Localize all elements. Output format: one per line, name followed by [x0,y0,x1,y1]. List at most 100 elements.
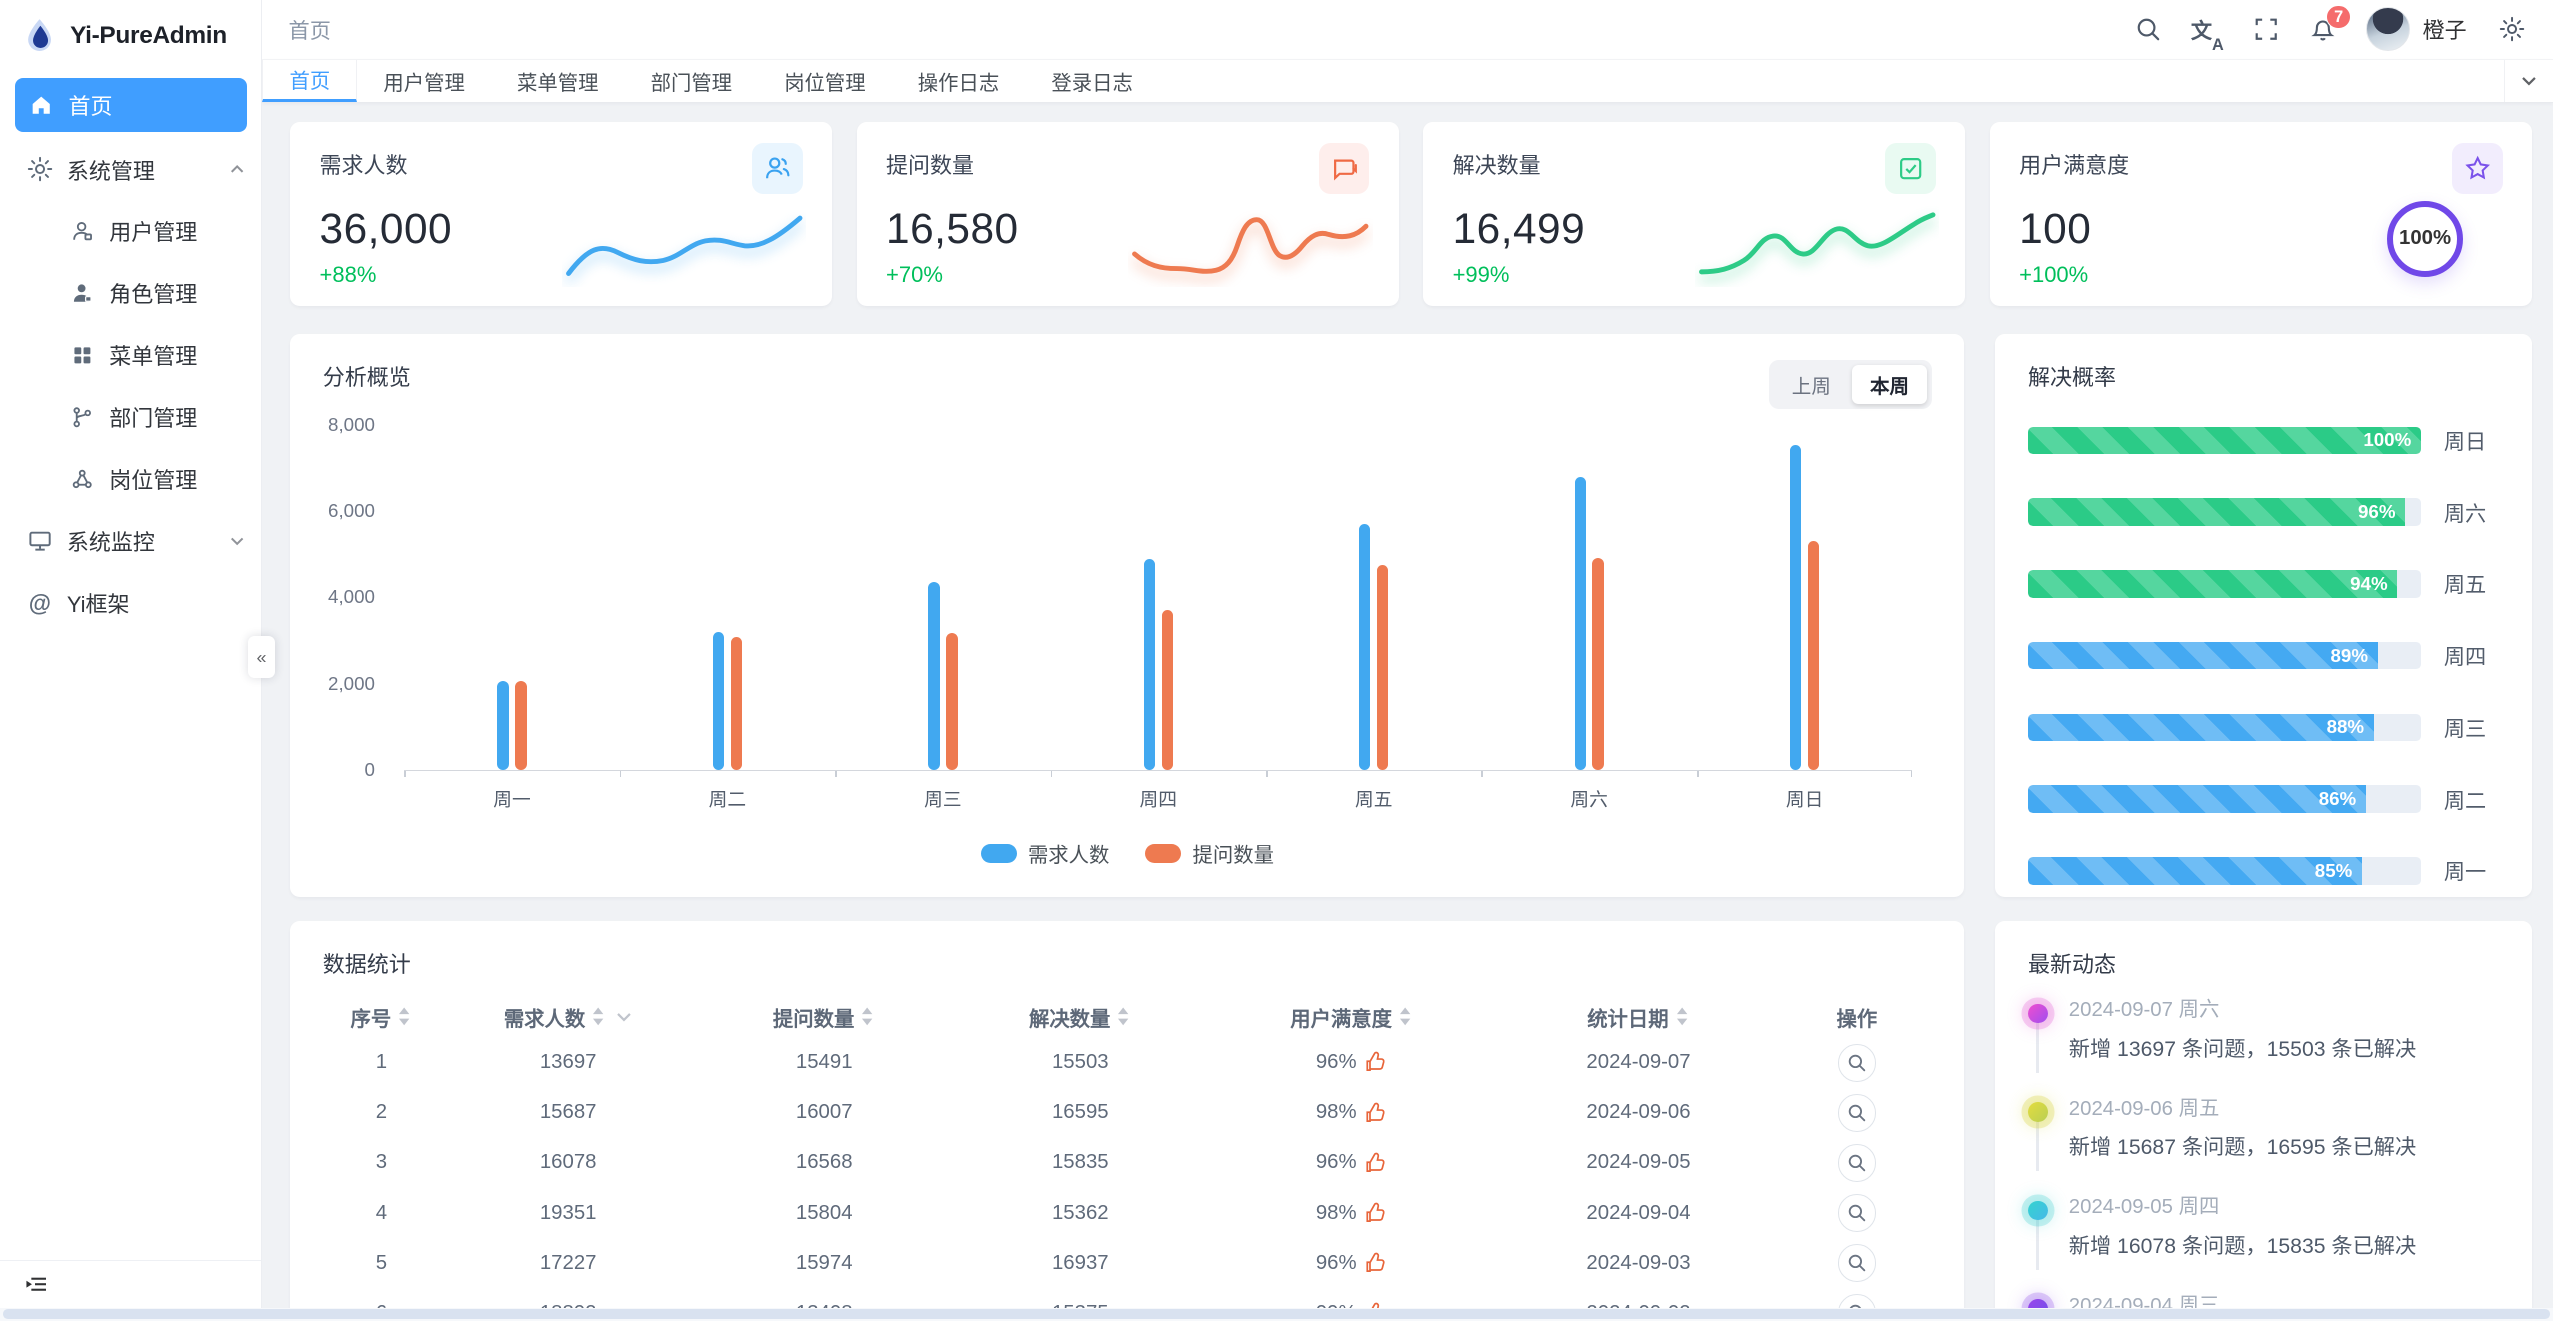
settings-gear-icon[interactable] [2488,3,2537,55]
tab-登录日志[interactable]: 登录日志 [1051,72,1133,95]
timeline-date: 2024-09-05 周四 [2068,1196,2220,1219]
menu-fold-icon[interactable] [24,1272,48,1296]
sidebar-item-system-manage[interactable]: 系统管理 [0,139,261,201]
x-axis-label: 周五 [1354,789,1393,811]
table-cell: 16595 [1051,1101,1109,1124]
table-row-5: 5 17227 15974 16937 96% 2024-09-03 [323,1238,1932,1288]
satisfaction-value: 96% [1315,1151,1357,1174]
bar-group-周三 [835,425,1050,770]
column-header-解决数量[interactable]: 解决数量 [952,1002,1208,1032]
breadcrumb: 首页 [288,19,331,43]
column-header-用户满意度[interactable]: 用户满意度 [1208,1002,1495,1032]
notifications-bell-icon[interactable]: 7 [2297,3,2351,55]
middle-row: 分析概览 上周 本周 0 2,000 4,000 6,000 8,000 周一 周二 周三周… [290,334,2532,897]
section-title: 解决概率 [2028,365,2117,391]
sidebar-collapse-handle[interactable]: « [248,635,275,679]
timeline-connector [2036,1120,2040,1172]
progress-day-label: 周日 [2443,430,2487,454]
view-row-button[interactable] [1838,1144,1876,1182]
tab-操作日志[interactable]: 操作日志 [917,72,1000,95]
home-icon [28,93,56,117]
table-cell: 5 [375,1251,388,1274]
tab-岗位管理[interactable]: 岗位管理 [784,72,866,95]
legend-item-提问数量[interactable]: 提问数量 [1145,838,1274,868]
table-header-row: 序号 需求人数 提问数量 解决数量 用户满意度 统计日期 操作 [323,995,1932,1037]
tab-菜单管理[interactable]: 菜单管理 [517,72,599,95]
timeline-text: 新增 13697 条问题，15503 条已解决 [2068,1037,2417,1061]
column-header-需求人数[interactable]: 需求人数 [440,1002,696,1032]
scrollbar-thumb[interactable] [3,1309,2550,1319]
progress-fill: 94% [2028,570,2398,598]
sidebar-item-user-manage[interactable]: 用户管理 [0,200,261,262]
y-axis-label: 4,000 [328,586,375,608]
tabs-menu-chevron-icon[interactable] [2504,59,2553,102]
bar-提问数量-周六 [1592,557,1604,770]
sidebar-menu: 首页 系统管理 [0,72,261,634]
app-logo[interactable]: Yi-PureAdmin [0,0,261,72]
column-header-统计日期[interactable]: 统计日期 [1495,1002,1782,1032]
legend-swatch [980,843,1017,864]
bar-需求人数-周日 [1789,444,1802,770]
legend-item-需求人数[interactable]: 需求人数 [980,838,1109,868]
view-row-button[interactable] [1838,1244,1876,1282]
sidebar-item-yi-framework[interactable]: @ Yi框架 [0,572,261,634]
sidebar-item-post-manage[interactable]: 岗位管理 [0,448,261,510]
sidebar-item-menu-manage[interactable]: 菜单管理 [0,324,261,386]
column-header-提问数量[interactable]: 提问数量 [696,1002,952,1032]
tab-首页[interactable]: 首页 [262,59,358,102]
progress-day-label: 周三 [2443,717,2487,741]
column-header-序号[interactable]: 序号 [323,1002,440,1032]
toggle-this-week[interactable]: 本周 [1852,365,1927,404]
star-icon [2451,143,2503,194]
view-row-button[interactable] [1838,1094,1876,1132]
bar-group-周五 [1266,425,1481,770]
x-axis-label: 周二 [708,789,747,811]
view-row-button[interactable] [1838,1194,1876,1232]
horizontal-scrollbar[interactable] [0,1307,2553,1321]
section-title: 分析概览 [322,365,411,391]
table-cell: 2024-09-05 [1586,1151,1691,1174]
tab-用户管理[interactable]: 用户管理 [383,72,465,95]
progress-fill: 88% [2028,713,2374,742]
progress-percent: 96% [2358,501,2396,523]
axis-tick [619,770,622,778]
y-axis-label: 6,000 [328,500,375,522]
column-label: 统计日期 [1587,1008,1669,1031]
solve-rate-row-周三: 88% 周三 [2028,712,2499,743]
bar-group-周日 [1697,425,1912,770]
sidebar-item-role-manage[interactable]: 角色管理 [0,262,261,324]
x-axis-label: 周四 [1139,789,1178,811]
sidebar-item-home[interactable]: 首页 [14,78,247,133]
table-cell: 15687 [539,1101,597,1124]
progress-day-label: 周四 [2443,646,2487,670]
toggle-last-week[interactable]: 上周 [1791,376,1831,399]
search-icon[interactable] [2124,3,2173,55]
axis-tick [1696,770,1699,778]
table-cell: 98% [1208,1202,1495,1225]
progress-percent: 100% [2363,429,2412,451]
fullscreen-icon[interactable] [2242,3,2291,55]
legend-swatch [1145,843,1182,864]
progress-track: 96% [2028,498,2422,526]
progress-track: 89% [2028,641,2422,670]
role-icon [68,281,96,305]
sidebar-item-dept-manage[interactable]: 部门管理 [0,386,261,448]
sidebar: Yi-PureAdmin 首页 系统管理 [0,0,275,1321]
sidebar-item-system-monitor[interactable]: 系统监控 [0,510,261,572]
table-cell: 2024-09-07 [1586,1051,1691,1074]
table-cell [1782,1244,1932,1282]
view-row-button[interactable] [1838,1044,1876,1082]
column-label: 需求人数 [503,1008,586,1031]
magnifier-icon [1848,1104,1866,1122]
axis-tick [1050,770,1053,778]
data-statistics-card: 数据统计 序号 需求人数 提问数量 解决数量 用户满意度 统计日期 操作 1 13697 154… [290,921,1965,1321]
user-menu[interactable]: 橙子 [2354,3,2481,55]
table-cell: 16007 [795,1101,853,1124]
timeline-dot [2028,1102,2048,1122]
chevron-down-icon [229,533,245,549]
tab-部门管理[interactable]: 部门管理 [650,72,733,95]
